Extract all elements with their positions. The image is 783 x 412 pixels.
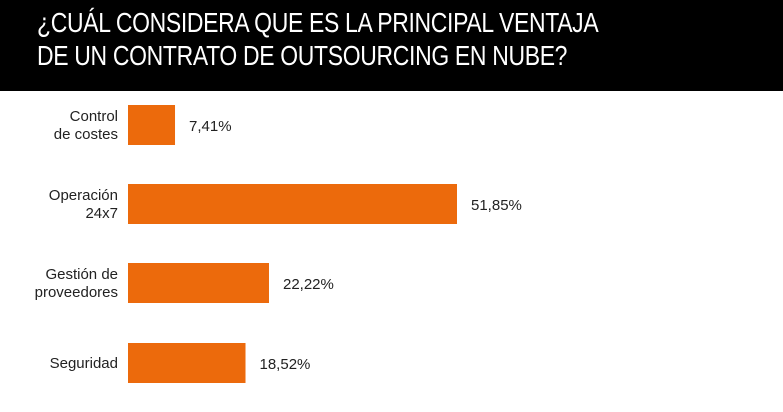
- chart-title-line-1: ¿CUÁL CONSIDERA QUE ES LA PRINCIPAL VENT…: [37, 7, 599, 38]
- category-label-line: de costes: [54, 126, 118, 143]
- category-label-line: Gestión de: [45, 266, 118, 283]
- value-label-2: 51,85%: [471, 197, 522, 214]
- category-label-2: Operación 24x7: [49, 187, 118, 222]
- category-label-line: Operación: [49, 187, 118, 204]
- bar-chart: Control de costes 7,41% Operación 24x7 51,85%…: [35, 105, 522, 383]
- category-label-line: proveedores: [35, 284, 118, 301]
- category-label-line: Seguridad: [50, 355, 118, 372]
- value-label-1: 7,41%: [189, 118, 232, 135]
- category-label-1: Control de costes: [54, 108, 118, 143]
- chart-title-line-2: DE UN CONTRATO DE OUTSOURCING EN NUBE?: [37, 40, 568, 71]
- category-label-line: 24x7: [85, 205, 118, 222]
- value-label-3: 22,22%: [283, 276, 334, 293]
- category-label-4: Seguridad: [50, 355, 118, 372]
- bar-4: [128, 343, 246, 383]
- value-label-4: 18,52%: [260, 356, 311, 373]
- title-banner: ¿CUÁL CONSIDERA QUE ES LA PRINCIPAL VENT…: [0, 0, 783, 91]
- bar-3: [128, 263, 269, 303]
- category-label-3: Gestión de proveedores: [35, 266, 118, 301]
- bar-1: [128, 105, 176, 145]
- category-label-line: Control: [70, 108, 118, 125]
- bar-2: [128, 184, 457, 224]
- chart-title: ¿CUÁL CONSIDERA QUE ES LA PRINCIPAL VENT…: [37, 6, 599, 72]
